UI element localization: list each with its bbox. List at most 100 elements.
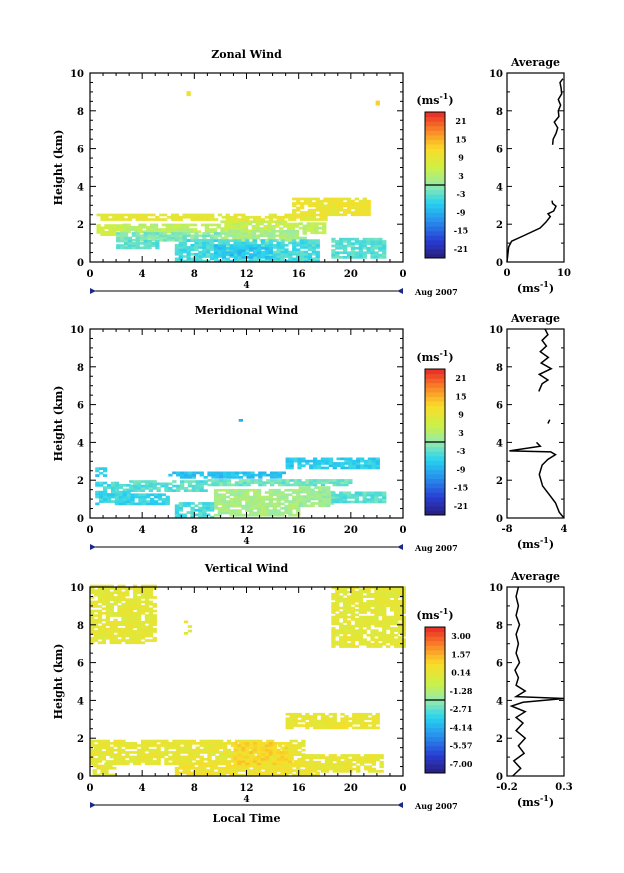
field-pixel [324, 479, 330, 482]
field-pixel [374, 629, 379, 632]
field-pixel [157, 228, 163, 231]
field-pixel [260, 755, 266, 759]
field-pixel [233, 249, 238, 252]
field-pixel [314, 231, 319, 235]
field-pixel [148, 487, 153, 490]
field-pixel [129, 616, 134, 620]
field-pixel [280, 215, 285, 219]
field-pixel [327, 197, 332, 201]
field-pixel [143, 232, 148, 235]
field-pixel [136, 748, 142, 752]
field-pixel [305, 760, 310, 764]
field-pixel [156, 762, 161, 766]
field-pixel [174, 236, 180, 240]
field-pixel [362, 629, 367, 632]
field-pixel [305, 483, 310, 487]
field-pixel [285, 748, 290, 752]
field-pixel [340, 754, 345, 757]
field-pixel [370, 244, 375, 248]
field-pixel [237, 746, 242, 750]
field-pixel [253, 746, 258, 750]
field-pixel [256, 744, 262, 747]
field-pixel [241, 259, 246, 263]
field-pixel [390, 636, 395, 639]
field-pixel [346, 199, 352, 203]
field-pixel [335, 593, 340, 596]
field-pixel [103, 488, 108, 492]
field-pixel [172, 760, 177, 763]
field-pixel [172, 751, 177, 754]
field-pixel [103, 500, 108, 503]
field-pixel [305, 479, 310, 482]
field-pixel [133, 589, 138, 592]
field-pixel [229, 255, 234, 258]
field-pixel [198, 238, 203, 242]
field-pixel [386, 590, 391, 594]
field-pixel [390, 595, 395, 598]
field-pixel [258, 481, 263, 484]
field-pixel [386, 618, 391, 621]
field-pixel [130, 225, 135, 229]
field-pixel [213, 488, 219, 492]
field-pixel [378, 588, 383, 592]
field-pixel [198, 766, 203, 770]
field-pixel [339, 240, 344, 243]
field-pixel [288, 500, 293, 503]
field-pixel [230, 742, 236, 745]
field-pixel [99, 467, 104, 470]
field-pixel [225, 500, 230, 503]
field-pixel [97, 755, 103, 759]
field-pixel [127, 215, 133, 219]
field-pixel [374, 246, 379, 250]
field-pixel [350, 615, 356, 619]
field-pixel [250, 476, 255, 479]
field-pixel [374, 496, 379, 499]
unit-close: ) [448, 94, 453, 107]
field-pixel [354, 498, 359, 501]
field-pixel [202, 511, 207, 514]
field-pixel [346, 242, 352, 245]
field-pixel [245, 495, 250, 499]
field-pixel [133, 755, 138, 759]
field-pixel [136, 605, 142, 608]
field-pixel [176, 471, 181, 475]
field-pixel [320, 770, 326, 773]
field-pixel [105, 618, 110, 622]
field-pixel [346, 615, 352, 619]
field-pixel [283, 232, 288, 235]
field-pixel [147, 213, 152, 217]
field-pixel [301, 717, 306, 721]
field-pixel [251, 227, 256, 230]
y-tick-label: 4 [77, 696, 84, 707]
field-pixel [267, 234, 272, 238]
field-pixel [159, 213, 164, 217]
field-pixel [206, 243, 211, 247]
field-pixel [310, 502, 315, 505]
field-pixel [245, 509, 250, 512]
field-pixel [301, 742, 306, 745]
field-pixel [112, 218, 117, 221]
field-pixel [144, 746, 150, 750]
field-pixel [366, 608, 371, 612]
field-pixel [378, 249, 383, 252]
field-pixel [110, 490, 116, 494]
field-pixel [225, 766, 230, 770]
field-pixel [178, 250, 183, 254]
field-pixel [270, 755, 275, 759]
field-pixel [196, 230, 202, 234]
field-pixel [371, 719, 376, 723]
field-pixel [191, 739, 196, 743]
field-pixel [129, 625, 134, 629]
field-pixel [174, 771, 180, 775]
field-pixel [160, 751, 165, 754]
field-pixel [382, 256, 387, 259]
colorbar-segment [425, 166, 445, 172]
field-pixel [253, 751, 258, 754]
field-pixel [93, 602, 99, 606]
field-pixel [233, 753, 238, 756]
field-pixel [370, 633, 375, 637]
field-pixel [237, 249, 242, 252]
field-pixel [306, 488, 311, 492]
field-pixel [180, 760, 185, 763]
field-pixel [280, 760, 285, 763]
